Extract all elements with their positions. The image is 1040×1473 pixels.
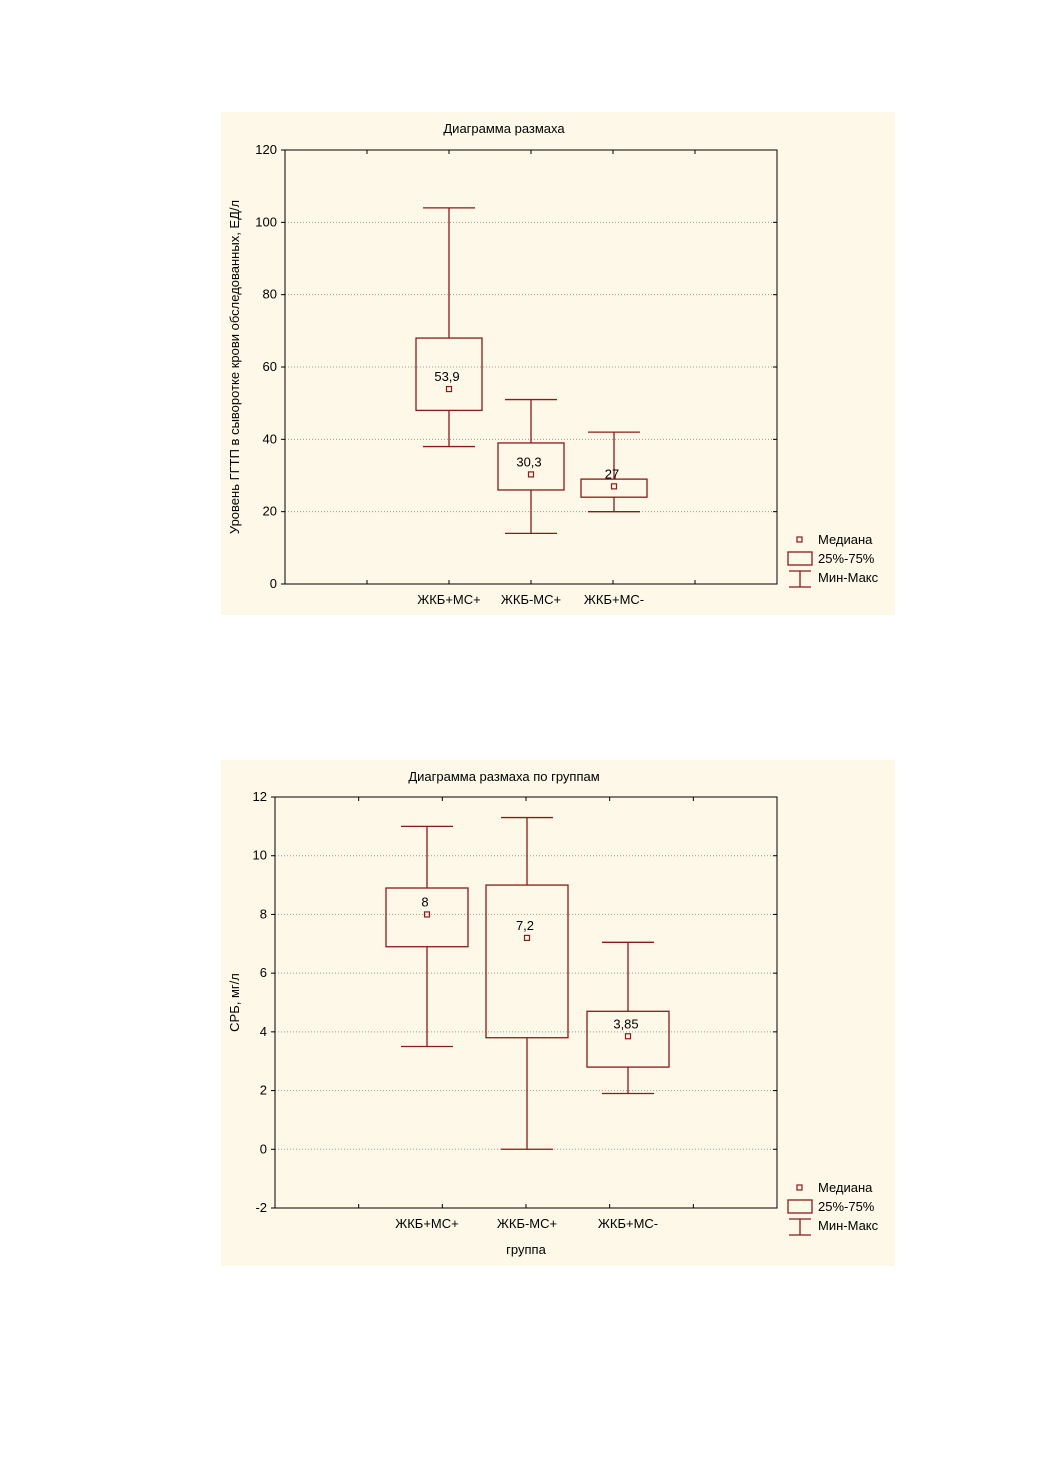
category-label: ЖКБ-МС+ xyxy=(501,592,561,607)
crp-boxplot-svg: -2 0 2 4 6 8 10 12 Диаграмма размаха по группам С… xyxy=(227,769,879,1257)
ggtp-boxplot-svg: 0 20 40 60 80 100 120 Диаграмма размаха Уровень … xyxy=(227,121,879,607)
iqr-box xyxy=(485,884,569,1039)
chart-panel-ggtp: 0 20 40 60 80 100 120 Диаграмма размаха Уровень … xyxy=(221,112,895,615)
category-label: ЖКБ+МС+ xyxy=(417,592,481,607)
y-tick-label: 0 xyxy=(270,576,277,591)
legend-whisker-label: Мин-Макс xyxy=(818,570,879,585)
median-label: 27 xyxy=(605,466,619,481)
chart-panel-crp: -2 0 2 4 6 8 10 12 Диаграмма размаха по группам С… xyxy=(221,760,895,1266)
iqr-box xyxy=(415,337,483,412)
category-label: ЖКБ-МС+ xyxy=(497,1216,557,1231)
legend-median-label: Медиана xyxy=(818,532,873,547)
median-marker xyxy=(445,385,453,393)
legend-box-label: 25%-75% xyxy=(818,1199,875,1214)
category-label: ЖКБ+МС+ xyxy=(395,1216,459,1231)
y-tick-label: 2 xyxy=(260,1083,267,1098)
y-tick-label: 12 xyxy=(253,789,267,804)
y-tick-label: 0 xyxy=(260,1141,267,1156)
legend-median-icon xyxy=(796,536,803,543)
y-tick-label: 120 xyxy=(255,142,277,157)
y-tick-label: -2 xyxy=(255,1200,267,1215)
median-label: 3,85 xyxy=(613,1016,638,1031)
chart-title: Диаграмма размаха xyxy=(443,121,565,136)
legend-median-icon xyxy=(796,1184,803,1191)
category-label: ЖКБ+МС- xyxy=(598,1216,658,1231)
median-label: 7,2 xyxy=(516,918,534,933)
y-axis-label: Уровень ГГТП в сыворотке крови обследова… xyxy=(227,200,242,534)
y-tick-label: 40 xyxy=(263,431,277,446)
iqr-box xyxy=(586,1010,670,1068)
chart-title: Диаграмма размаха по группам xyxy=(408,769,599,784)
median-label: 30,3 xyxy=(516,454,541,469)
y-tick-label: 10 xyxy=(253,848,267,863)
y-axis-label: СРБ, мг/л xyxy=(227,973,242,1032)
plot-frame xyxy=(274,796,778,1209)
y-tick-label: 4 xyxy=(260,1024,267,1039)
plot-frame xyxy=(284,149,778,585)
median-marker xyxy=(527,471,535,478)
y-tick-label: 100 xyxy=(255,214,277,229)
iqr-box xyxy=(385,887,469,948)
y-tick-label: 80 xyxy=(263,287,277,302)
y-tick-label: 20 xyxy=(263,504,277,519)
legend-box-icon xyxy=(787,551,813,566)
median-marker xyxy=(624,1033,632,1040)
median-label: 53,9 xyxy=(434,369,459,384)
y-tick-label: 6 xyxy=(260,965,267,980)
median-label: 8 xyxy=(421,894,428,909)
median-marker xyxy=(423,911,431,918)
category-label: ЖКБ+МС- xyxy=(584,592,644,607)
median-marker xyxy=(523,934,531,942)
legend-box-icon xyxy=(787,1199,813,1214)
legend-median-label: Медиана xyxy=(818,1180,873,1195)
iqr-box xyxy=(497,442,565,491)
y-tick-label: 60 xyxy=(263,359,277,374)
x-axis-label: группа xyxy=(506,1242,546,1257)
legend-whisker-label: Мин-Макс xyxy=(818,1218,879,1233)
median-marker xyxy=(610,483,618,490)
legend-box-label: 25%-75% xyxy=(818,551,875,566)
y-tick-label: 8 xyxy=(260,906,267,921)
iqr-box xyxy=(580,478,648,498)
